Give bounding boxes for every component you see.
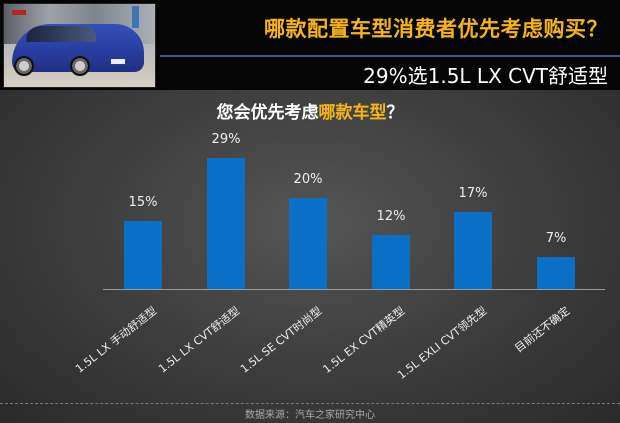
chart-bar [372,235,410,289]
blue-sign-pole [132,6,139,28]
chart-bar [124,221,162,289]
bar-value-label: 29% [211,132,241,147]
license-plate [110,58,126,65]
chart-title-suffix: ？ [386,103,404,123]
footer-divider [0,403,620,404]
chart-bar [454,212,492,289]
chart-bar [537,257,575,289]
chart-title-highlight: 哪款车型 [318,103,387,123]
bar-value-label: 15% [128,195,158,210]
red-sign [12,10,26,15]
car-window [26,26,96,42]
data-source: 数据来源：汽车之家研究中心 [245,410,375,421]
bar-value-label: 17% [458,186,488,201]
bar-value-label: 12% [376,209,406,224]
page-title: 哪款配置车型消费者优先考虑购买？ [264,17,608,41]
chart-bar [289,198,327,289]
bar-value-label: 7% [545,231,567,246]
chart-panel: 您会优先考虑哪款车型？ 15% 1.5L LX 手动舒适型 29% 1.5L LX C… [0,90,620,423]
wheel-icon [70,56,90,76]
chart-bar [207,158,245,289]
chart-title-prefix: 您会优先考虑 [216,103,319,123]
header: 哪款配置车型消费者优先考虑购买？ 29%选1.5L LX CVT舒适型 [0,0,620,90]
x-axis-line [103,289,605,290]
title-divider [160,55,620,57]
bar-value-label: 20% [293,172,323,187]
page-subtitle: 29%选1.5L LX CVT舒适型 [363,64,608,88]
car-photo [3,3,156,88]
wheel-icon [14,56,34,76]
bar-chart: 15% 1.5L LX 手动舒适型 29% 1.5L LX CVT舒适型 20% 1.5L… [0,90,620,423]
chart-title: 您会优先考虑哪款车型？ [0,98,620,123]
